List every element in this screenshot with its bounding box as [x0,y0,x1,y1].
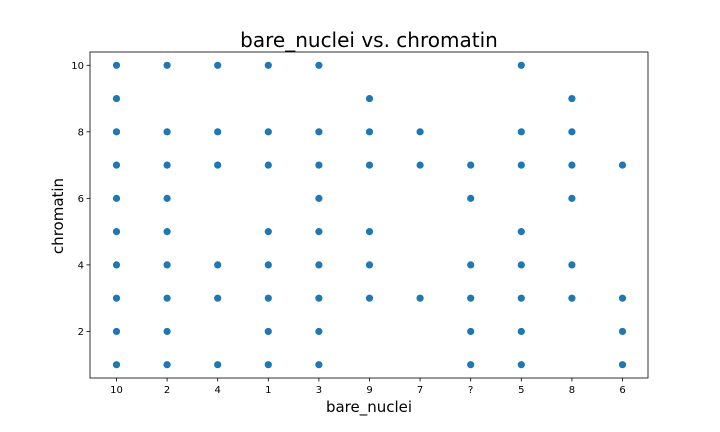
data-point [264,228,272,236]
data-point [416,161,424,169]
data-point [163,61,171,69]
x-tick-label: 2 [164,385,170,396]
data-point [365,261,374,269]
data-point [315,61,323,69]
data-point [517,261,525,269]
x-tick-label: 6 [619,385,625,396]
data-point [365,161,374,169]
data-point [264,294,272,302]
x-tick-label: 9 [366,385,372,396]
data-point [214,261,222,269]
y-tick-label: 6 [78,194,84,205]
data-point [568,94,576,103]
data-point [568,194,576,202]
data-point [264,261,272,269]
y-tick-label: 4 [78,260,84,271]
x-tick-label: 3 [316,385,322,396]
data-point [112,128,121,136]
data-point [517,228,525,236]
data-point [618,294,627,302]
data-point [517,128,525,136]
data-point [214,361,222,369]
data-point [315,194,323,202]
data-points [112,61,627,369]
data-point [112,61,121,69]
data-point [467,361,475,369]
data-point [315,228,323,236]
data-point [112,261,121,269]
data-point [264,327,272,336]
data-point [163,327,171,336]
data-point [264,161,272,169]
chart-title: bare_nuclei vs. chromatin [240,28,498,52]
x-tick-label: 8 [569,385,575,396]
data-point [517,294,525,302]
data-point [568,128,576,136]
x-tick-label: 5 [518,385,524,396]
data-point [416,128,424,136]
data-point [112,294,121,302]
data-point [416,294,424,302]
data-point [214,161,222,169]
data-point [568,161,576,169]
data-point [517,61,525,69]
y-axis: 2 4 6 8 10 [71,61,90,338]
x-tick-label: ? [468,385,473,396]
x-axis-label: bare_nuclei [326,398,412,417]
data-point [365,94,374,103]
data-point [214,294,222,302]
data-point [618,361,627,369]
x-tick-label: 1 [265,385,271,396]
data-point [112,361,121,369]
data-point [467,194,475,202]
data-point [163,294,171,302]
y-tick-label: 10 [71,61,84,72]
data-point [568,294,576,302]
plot-area [89,51,649,379]
data-point [467,161,475,169]
x-tick-label: 10 [110,385,123,396]
x-tick-label: 7 [417,385,423,396]
data-point [517,361,525,369]
data-point [467,261,475,269]
data-point [264,128,272,136]
data-point [112,161,121,169]
data-point [315,128,323,136]
data-point [517,161,525,169]
data-point [112,194,121,202]
data-point [467,294,475,302]
data-point [568,261,576,269]
data-point [467,327,475,336]
x-axis: 10 2 4 1 3 9 7? 5 8 6 [110,378,626,396]
data-point [618,327,627,336]
data-point [214,128,222,136]
data-point [365,228,374,236]
data-point [112,327,121,336]
data-point [315,161,323,169]
data-point [214,61,222,69]
data-point [163,261,171,269]
data-point [517,327,525,336]
data-point [112,228,121,236]
y-axis-label: chromatin [49,178,67,254]
data-point [315,294,323,302]
data-point [264,61,272,69]
data-point [365,128,374,136]
data-point [315,327,323,336]
data-point [163,194,171,202]
data-point [264,361,272,369]
data-point [365,294,374,302]
y-tick-label: 2 [78,327,84,338]
data-point [112,94,121,103]
x-tick-label: 4 [215,385,221,396]
data-point [163,128,171,136]
data-point [163,361,171,369]
data-point [315,361,323,369]
y-tick-label: 8 [78,127,84,138]
data-point [163,228,171,236]
data-point [163,161,171,169]
data-point [618,161,627,169]
data-point [315,261,323,269]
